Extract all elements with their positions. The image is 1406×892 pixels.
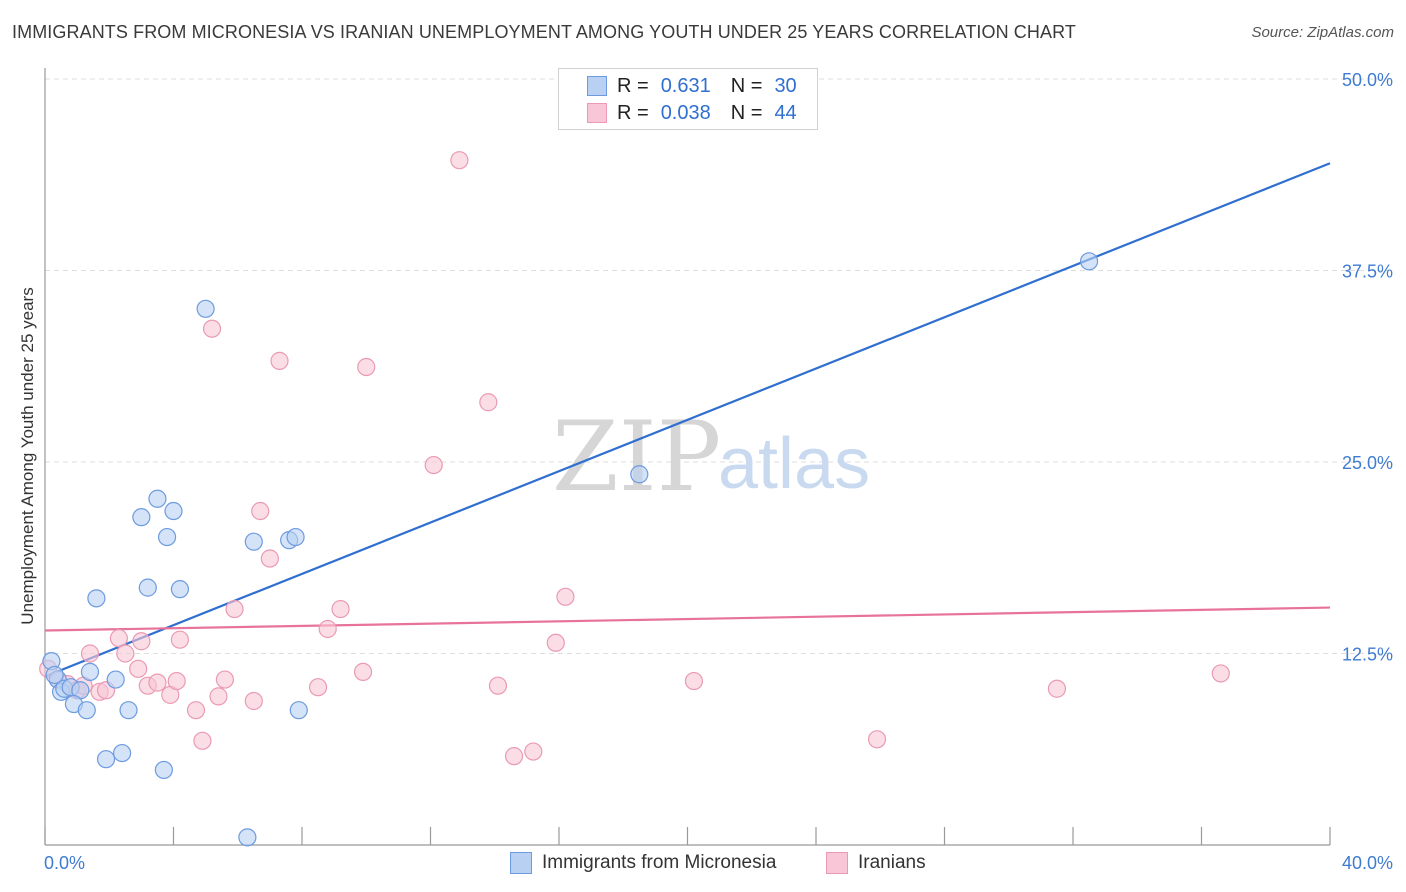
tick-labels: 12.5% 25.0% 37.5% 50.0% 0.0% 40.0% [44, 70, 1393, 873]
legend-item-iranians: Iranians [826, 852, 926, 874]
iranian-point [209, 687, 228, 706]
iranian-point [357, 357, 376, 377]
legend-swatch-blue [510, 852, 532, 874]
iranian-point [116, 644, 135, 663]
watermark: ZIP atlas [552, 401, 870, 513]
iranian-point [1047, 679, 1067, 698]
legend-r-value: 0.038 [660, 101, 711, 124]
iranian-point [1211, 664, 1230, 683]
micronesia-point [45, 665, 64, 685]
iranian-trend-line [44, 606, 1331, 632]
micronesia-point [286, 527, 305, 547]
micronesia-point [96, 750, 116, 769]
legend-label-micronesia: Immigrants from Micronesia [542, 852, 777, 873]
iranian-point [488, 676, 508, 695]
iranian-point [109, 629, 128, 648]
micronesia-trend-line [44, 162, 1331, 678]
legend-label-iranians: Iranians [858, 852, 926, 873]
iranian-point [244, 691, 263, 711]
iranian-point [867, 730, 887, 749]
iranian-point [170, 630, 190, 649]
iranian-point [80, 644, 100, 663]
iranian-point [129, 659, 148, 678]
watermark-atlas: atlas [718, 424, 870, 504]
micronesia-point [87, 589, 106, 608]
legend-r-value: 0.631 [660, 74, 711, 97]
micronesia-point [238, 828, 257, 847]
legend-swatch-pink [587, 103, 607, 123]
iranian-point [308, 678, 328, 697]
iranian-point [202, 319, 222, 338]
micronesia-point [196, 299, 215, 318]
legend-swatch-pink [826, 852, 848, 874]
micronesia-point [148, 489, 167, 508]
y-tick-label: 50.0% [1342, 70, 1393, 90]
iranian-point [167, 671, 186, 691]
iranian-point [504, 747, 524, 766]
iranian-point [479, 393, 498, 412]
chart-source: Source: ZipAtlas.com [1251, 24, 1394, 41]
y-tick-label: 12.5% [1342, 645, 1393, 665]
micronesia-point [77, 701, 96, 720]
micronesia-point [164, 501, 183, 521]
iranian-point [331, 599, 350, 619]
legend-r-label: R = [617, 101, 649, 124]
chart-title: IMMIGRANTS FROM MICRONESIA VS IRANIAN UN… [12, 22, 1076, 42]
micronesia-point [154, 760, 173, 780]
iranian-point [193, 731, 212, 750]
micronesia-point [1079, 252, 1099, 271]
iranian-point [270, 351, 289, 370]
legend-swatch-blue [587, 76, 607, 96]
iranian-point [524, 742, 543, 761]
legend-n-value: 44 [774, 101, 797, 124]
data-points [39, 151, 1230, 847]
axes [44, 68, 1331, 846]
micronesia-point [289, 701, 308, 720]
micronesia-point [132, 508, 151, 527]
legend-n-value: 30 [774, 74, 797, 97]
legend-row-micronesia: R = 0.631 N = 30 [559, 73, 797, 99]
micronesia-point [112, 743, 132, 763]
micronesia-point [106, 670, 125, 689]
iranian-point [546, 633, 565, 652]
series-legend: Immigrants from Micronesia Iranians [0, 848, 1406, 880]
iranian-point [260, 549, 279, 568]
legend-r-label: R = [617, 74, 649, 97]
y-axis-label: Unemployment Among Youth under 25 years [18, 287, 37, 624]
legend-n-label: N = [730, 74, 763, 97]
iranian-point [132, 632, 151, 651]
x-tick-label: 0.0% [44, 853, 85, 873]
legend-item-micronesia: Immigrants from Micronesia [510, 852, 776, 874]
trend-lines [44, 162, 1331, 678]
x-tick-label: 40.0% [1342, 853, 1393, 873]
iranian-point [186, 701, 206, 720]
grid-lines [45, 78, 1388, 654]
legend-row-iranians: R = 0.038 N = 44 [559, 100, 797, 126]
y-tick-label: 25.0% [1342, 453, 1393, 473]
micronesia-point [630, 465, 649, 484]
micronesia-point [170, 580, 190, 599]
iranian-point [353, 662, 373, 681]
iranian-point [556, 587, 575, 606]
iranian-point [318, 619, 337, 639]
legend-n-label: N = [730, 101, 763, 124]
watermark-zip: ZIP [552, 401, 721, 513]
micronesia-point [138, 578, 157, 597]
micronesia-point [157, 527, 177, 547]
iranian-point [450, 151, 469, 170]
iranian-point [251, 501, 270, 521]
iranian-point [225, 599, 244, 619]
iranian-point [215, 670, 234, 689]
iranian-point [424, 455, 443, 475]
iranian-point [684, 671, 704, 691]
y-tick-label: 37.5% [1342, 262, 1393, 282]
micronesia-point [119, 701, 138, 720]
micronesia-point [80, 662, 100, 681]
correlation-legend: R = 0.631 N = 30 R = 0.038 N = 44 [558, 68, 818, 130]
micronesia-point [244, 532, 263, 551]
iranian-point [148, 673, 167, 692]
